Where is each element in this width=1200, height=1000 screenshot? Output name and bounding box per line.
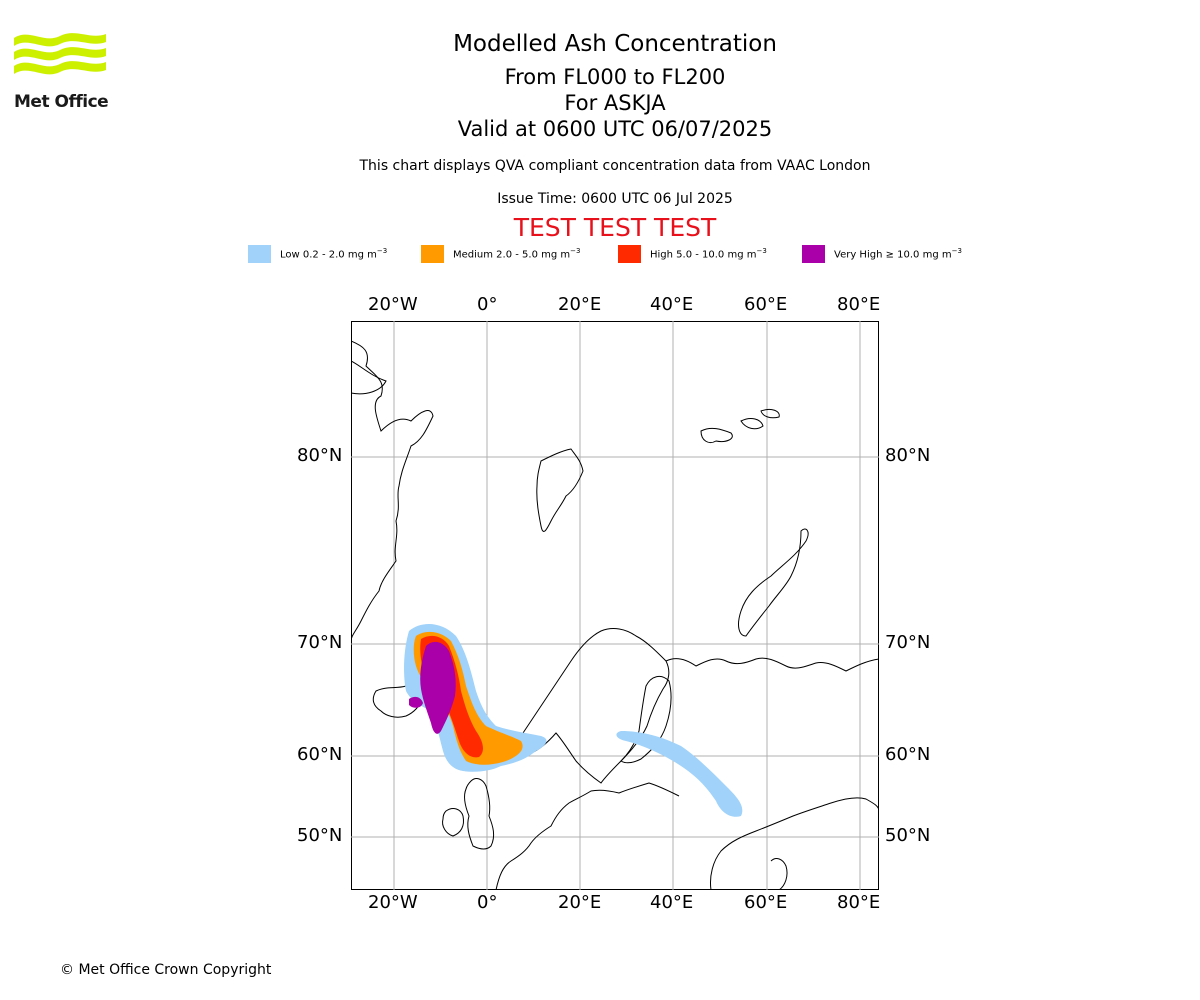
lon-label-bottom-40e: 40°E [650,892,694,913]
lat-label-right-50n: 50°N [885,825,931,846]
lon-label-top-80e: 80°E [837,294,881,315]
met-office-wave-icon [14,33,106,75]
coast-franz-josef [700,408,780,444]
met-office-logo: Met Office [14,30,114,112]
copyright: © Met Office Crown Copyright [60,962,272,978]
coast-greenland [351,340,434,642]
lat-label-left-50n: 50°N [297,825,343,846]
ash-very-high-spot [409,696,423,708]
lon-label-bottom-80e: 80°E [837,892,881,913]
lon-label-top-20e: 20°E [558,294,602,315]
coast-kola-russia [665,657,879,672]
coast-novaya-zemlya [738,528,809,637]
legend-swatch-medium [421,244,444,263]
legend-swatch-low [248,244,271,263]
legend-label-medium: Medium 2.0 - 5.0 mg m−3 [453,246,581,261]
legend-label-high: High 5.0 - 10.0 mg m−3 [650,246,767,261]
lon-label-bottom-0: 0° [477,892,498,913]
legend-item-very-high: Very High ≥ 10.0 mg m−3 [802,244,962,263]
lat-label-left-60n: 60°N [297,744,343,765]
valid-time: Valid at 0600 UTC 06/07/2025 [457,117,773,141]
lon-label-bottom-20w: 20°W [368,892,418,913]
volcano-name: For ASKJA [564,91,666,115]
legend-item-high: High 5.0 - 10.0 mg m−3 [618,244,767,263]
coast-great-britain [464,778,495,850]
lon-label-top-40e: 40°E [650,294,694,315]
chart-description: This chart displays QVA compliant concen… [359,158,871,174]
lon-label-bottom-60e: 60°E [744,892,788,913]
test-banner: TEST TEST TEST [513,213,717,242]
coast-russia-interior [710,797,879,890]
chart-title: Modelled Ash Concentration [453,31,777,57]
lat-label-right-80n: 80°N [885,445,931,466]
flight-levels: From FL000 to FL200 [504,65,726,89]
coast-iceland [372,685,424,718]
legend-label-very-high: Very High ≥ 10.0 mg m−3 [834,246,962,261]
coast-ireland [442,808,464,837]
logo-text: Met Office [14,92,109,112]
ash-low-trail [616,731,743,817]
lat-label-right-60n: 60°N [885,744,931,765]
lon-label-top-0: 0° [477,294,498,315]
ash-map [351,321,879,890]
legend-swatch-high [618,244,641,263]
lon-label-bottom-20e: 20°E [558,892,602,913]
legend-swatch-very-high [802,244,825,263]
legend-item-low: Low 0.2 - 2.0 mg m−3 [248,244,387,263]
coast-svalbard [536,448,584,532]
issue-time: Issue Time: 0600 UTC 06 Jul 2025 [497,191,733,207]
lat-label-right-70n: 70°N [885,632,931,653]
ash-plume [404,624,743,817]
lat-label-left-80n: 80°N [297,445,343,466]
coastlines [351,340,879,890]
lon-label-top-20w: 20°W [368,294,418,315]
lon-label-top-60e: 60°E [744,294,788,315]
coast-greenland-north [351,360,387,395]
ash-very-high [420,641,456,734]
lat-label-left-70n: 70°N [297,632,343,653]
map-svg [351,321,879,890]
legend-label-low: Low 0.2 - 2.0 mg m−3 [280,246,388,261]
map-border [351,321,879,890]
coast-caspian [770,858,788,890]
coast-finland [620,675,672,764]
legend-item-medium: Medium 2.0 - 5.0 mg m−3 [421,244,580,263]
coast-europe [495,782,680,890]
coast-scandinavia [510,628,670,784]
